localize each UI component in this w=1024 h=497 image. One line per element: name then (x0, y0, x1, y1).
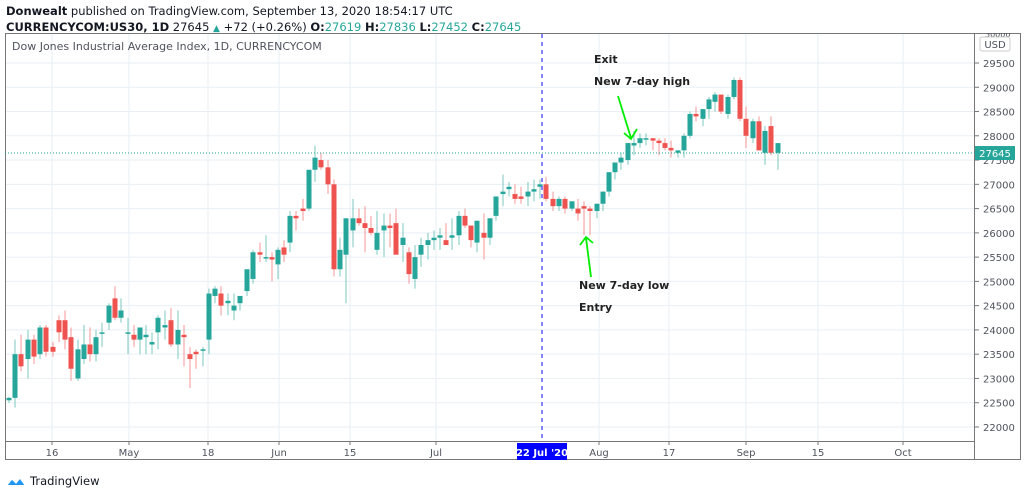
annotation-text: New 7-day high (594, 75, 690, 88)
grid-lines (6, 34, 974, 441)
current-price-badge: 27645 (975, 146, 1015, 161)
svg-text:15: 15 (344, 448, 357, 459)
svg-text:29000: 29000 (983, 83, 1015, 94)
svg-text:22500: 22500 (983, 399, 1015, 410)
svg-text:Oct: Oct (894, 448, 911, 459)
green-arrow-icon-entry (579, 235, 594, 278)
svg-text:May: May (119, 448, 140, 459)
svg-text:23000: 23000 (983, 374, 1015, 385)
low-label: L: (419, 20, 432, 34)
svg-text:28000: 28000 (983, 132, 1015, 143)
svg-text:Sep: Sep (737, 448, 756, 459)
annotations: Exit New 7-day high New 7-day low Entry (579, 53, 690, 314)
up-triangle-icon: ▲ (213, 24, 220, 34)
svg-text:22 Jul '20: 22 Jul '20 (516, 448, 568, 459)
annotation-text: New 7-day low (579, 279, 669, 292)
svg-text:27500: 27500 (983, 156, 1015, 167)
open-label: O: (310, 20, 325, 34)
svg-text:29500: 29500 (983, 59, 1015, 70)
svg-text:25000: 25000 (983, 277, 1015, 288)
svg-text:Jun: Jun (270, 448, 287, 459)
high-label: H: (364, 20, 380, 34)
chart-title: Dow Jones Industrial Average Index, 1D, … (12, 40, 322, 53)
svg-text:30000: 30000 (985, 33, 1010, 39)
high-value: 27836 (379, 20, 416, 34)
symbol-label: CURRENCYCOM:US30, 1D (6, 20, 170, 34)
publish-info: Donwealt published on TradingView.com, S… (6, 4, 453, 18)
price-change: +72 (+0.26%) (223, 20, 307, 34)
brand-name: TradingView (30, 474, 100, 488)
low-value: 27452 (431, 20, 468, 34)
symbol-info: CURRENCYCOM:US30, 1D 27645 ▲ +72 (+0.26%… (6, 20, 521, 34)
svg-text:22000: 22000 (983, 423, 1015, 434)
tradingview-logo[interactable]: TradingView (6, 474, 99, 488)
svg-text:18: 18 (202, 448, 215, 459)
svg-text:Aug: Aug (589, 448, 609, 459)
green-arrow-icon-exit (617, 95, 638, 141)
svg-text:28500: 28500 (983, 108, 1015, 119)
svg-text:23500: 23500 (983, 350, 1015, 361)
currency-badge (979, 36, 1011, 52)
svg-text:24000: 24000 (983, 326, 1015, 337)
candles (6, 77, 781, 408)
svg-text:27000: 27000 (983, 180, 1015, 191)
annotation-text: Entry (579, 301, 612, 314)
open-value: 27619 (324, 20, 362, 34)
svg-text:27645: 27645 (979, 149, 1011, 160)
candlestick-chart[interactable]: Dow Jones Industrial Average Index, 1D, … (5, 33, 1022, 463)
tradingview-cloud-icon (6, 477, 26, 486)
currency-label: USD (984, 40, 1006, 51)
annotation-text: Exit (594, 53, 618, 66)
author-name[interactable]: Donwealt (6, 4, 68, 18)
close-value: 27645 (484, 20, 522, 34)
time-axis[interactable] (5, 441, 975, 460)
svg-text:17: 17 (663, 448, 676, 459)
svg-text:Jul: Jul (429, 448, 442, 459)
svg-text:15: 15 (812, 448, 825, 459)
time-scale-labels: 16 May 18 Jun 15 Jul Aug 17 Sep 15 Oct (46, 441, 912, 459)
close-label: C: (471, 20, 485, 34)
svg-text:26000: 26000 (983, 229, 1015, 240)
publish-text: published on TradingView.com, September … (67, 4, 453, 18)
svg-text:26500: 26500 (983, 205, 1015, 216)
crosshair-date-badge: 22 Jul '20 (516, 443, 568, 460)
price-scale-labels: 22000 22500 23000 23500 24000 24500 25000 25500… (975, 33, 1015, 434)
price-axis[interactable] (974, 33, 1021, 460)
svg-text:25500: 25500 (983, 253, 1015, 264)
svg-text:16: 16 (46, 448, 59, 459)
svg-text:24500: 24500 (983, 302, 1015, 313)
last-price: 27645 (172, 20, 210, 34)
